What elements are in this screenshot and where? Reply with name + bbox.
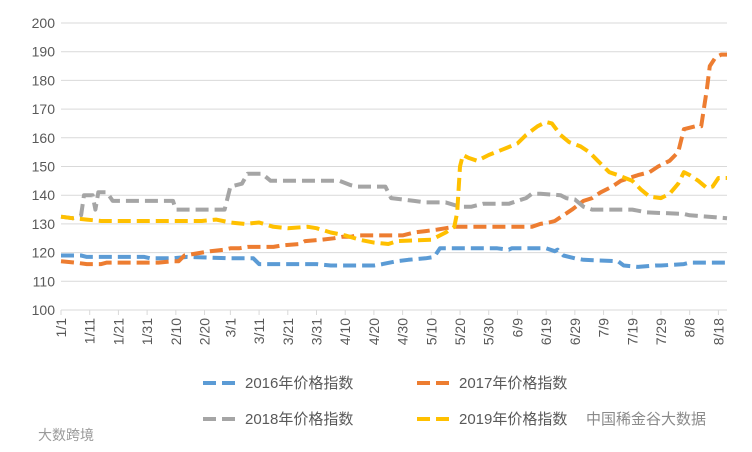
legend-label: 2019年价格指数 [459,411,567,428]
y-axis-tick-labels: 100 110 120 130 140 150 160 170 180 190 200 [32,15,56,318]
y-tick-label: 130 [32,216,56,232]
y-tick-label: 200 [32,15,56,31]
y-tick-label: 100 [32,302,56,318]
watermarks: 大数跨境 中国稀金谷大数据 [38,411,706,443]
grid-lines [61,22,727,282]
x-tick-label: 2/20 [197,318,213,345]
y-tick-label: 150 [32,159,56,175]
x-tick-label: 3/21 [280,318,296,345]
x-tick-label: 1/11 [82,318,98,344]
x-tick-label: 2/10 [168,318,184,345]
x-tick-label: 5/10 [423,318,439,345]
y-tick-label: 140 [32,187,56,203]
x-tick-label: 6/29 [567,318,583,345]
x-tick-label: 1/1 [53,318,69,338]
y-tick-label: 170 [32,101,56,117]
x-tick-label: 8/18 [710,318,726,345]
legend-label: 2016年价格指数 [245,375,353,392]
y-tick-label: 180 [32,72,56,88]
x-tick-label: 3/1 [222,318,238,338]
x-tick-label: 7/9 [596,318,612,338]
x-tick-label: 1/21 [110,318,126,345]
series-line-2017 [60,52,727,267]
x-tick-label: 3/31 [308,318,324,345]
x-tick-label: 3/11 [251,318,267,344]
x-tick-label: 4/30 [395,318,411,345]
legend-label: 2017年价格指数 [459,375,567,392]
legend: 2016年价格指数 2017年价格指数 2018年价格指数 2019年价格指数 [203,375,567,428]
legend-label: 2018年价格指数 [245,411,353,428]
y-tick-label: 190 [32,44,56,60]
series-line-2019 [60,120,727,246]
x-tick-label: 7/29 [653,318,669,345]
series-line-2018 [60,171,728,221]
x-tick-label: 4/10 [337,318,353,345]
watermark-right: 中国稀金谷大数据 [586,411,706,428]
watermark-left: 大数跨境 [38,427,94,443]
x-tick-label: 8/8 [682,318,698,338]
x-axis-tick-labels: 1/1 1/11 1/21 1/31 2/10 2/20 3/1 3/11 3/21 3/31 4/… [53,310,726,345]
x-tick-label: 7/19 [624,318,640,345]
y-tick-label: 120 [32,245,56,261]
x-tick-label: 4/20 [366,318,382,345]
y-tick-label: 110 [33,273,56,289]
x-tick-label: 5/20 [452,318,468,345]
x-tick-label: 1/31 [139,318,155,345]
series-lines [60,52,728,269]
x-tick-label: 5/30 [481,318,497,345]
x-tick-label: 6/9 [509,318,525,338]
x-tick-label: 6/19 [538,318,554,345]
y-tick-label: 160 [32,130,56,146]
